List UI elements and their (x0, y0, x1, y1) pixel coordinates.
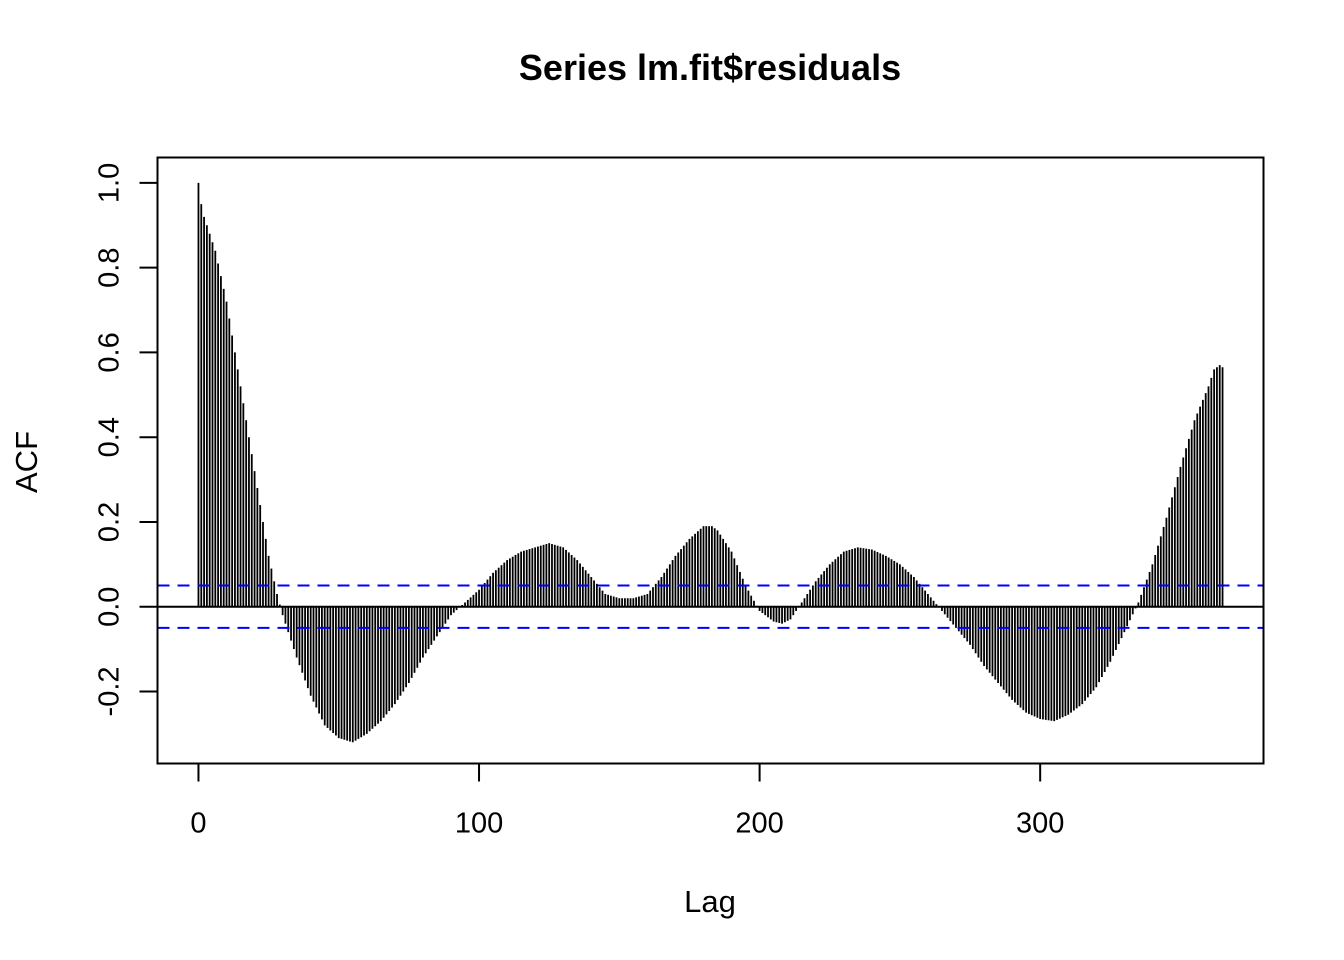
y-tick-label: 0.8 (94, 248, 126, 288)
y-tick-label: 0.2 (94, 502, 126, 542)
confidence-bounds (157, 584, 1264, 629)
x-tick-label: 100 (455, 808, 503, 840)
x-tick-label: 200 (735, 808, 783, 840)
x-axis-label: Lag (684, 884, 736, 919)
y-tick-label: -0.2 (94, 666, 126, 716)
chart-title: Series lm.fit$residuals (519, 47, 901, 88)
x-tick-label: 300 (1016, 808, 1064, 840)
plot-frame (156, 156, 1265, 765)
y-tick-label: 1.0 (94, 163, 126, 203)
y-axis: -0.2 0.0 0.2 0.4 0.6 0.8 1.0 (94, 163, 159, 716)
acf-bars (197, 182, 1224, 743)
y-tick-label: 0.6 (94, 332, 126, 372)
y-axis-label: ACF (9, 431, 44, 493)
x-axis: 0 100 200 300 (190, 762, 1064, 840)
y-tick-label: 0.0 (94, 587, 126, 627)
x-tick-label: 0 (190, 808, 206, 840)
y-tick-label: 0.4 (94, 417, 126, 457)
